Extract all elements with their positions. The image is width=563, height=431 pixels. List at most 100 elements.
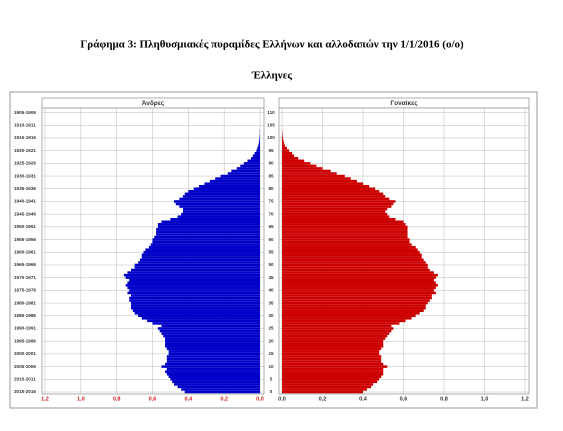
bar	[282, 304, 426, 307]
bar	[177, 385, 260, 389]
y-tick-label: 90	[268, 161, 274, 166]
bar	[199, 184, 260, 188]
y-tick-label: 1940-1941	[14, 199, 36, 204]
y-tick-label: 1930-1931	[14, 173, 36, 178]
bar	[282, 157, 299, 160]
chart-subtitle: Έλληνες	[251, 70, 292, 82]
bar	[143, 251, 260, 254]
bar	[282, 332, 390, 335]
bar	[282, 228, 408, 231]
bar	[175, 202, 260, 206]
bar	[282, 212, 388, 216]
bar	[282, 385, 372, 389]
bar	[282, 144, 286, 147]
bar	[282, 179, 357, 183]
bar	[127, 291, 261, 295]
bar	[157, 225, 260, 229]
y-tick-label: 2010-2011	[14, 377, 36, 382]
bar	[165, 342, 260, 345]
bar	[163, 334, 260, 338]
bar	[138, 314, 260, 318]
bar	[161, 332, 260, 335]
bar	[282, 370, 384, 373]
bar	[282, 225, 408, 229]
bar	[282, 230, 408, 234]
bar	[282, 286, 436, 290]
bar	[282, 190, 380, 193]
bar	[134, 311, 260, 315]
panel-title: Γυναίκες	[390, 100, 418, 107]
bar	[282, 281, 436, 285]
bar	[152, 240, 260, 244]
y-tick-label: 2000-2001	[14, 351, 36, 356]
bar	[240, 164, 260, 168]
bar	[282, 322, 400, 325]
y-tick-label: 1915-1916	[14, 135, 36, 140]
panel-title: Άνδρες	[142, 100, 165, 107]
bar	[282, 210, 386, 213]
bar	[282, 235, 408, 239]
bar	[184, 192, 260, 196]
y-tick-label: 2005-2006	[14, 364, 36, 369]
bar	[282, 154, 295, 157]
bar	[139, 258, 260, 262]
y-tick-label: 35	[268, 300, 274, 305]
y-tick-label: 1945-1946	[14, 211, 36, 216]
bar	[282, 263, 428, 267]
y-tick-label: 1935-1936	[14, 186, 36, 191]
bar	[182, 207, 260, 211]
bar	[282, 266, 428, 269]
y-tick-label: 2015-2016	[14, 389, 36, 394]
bar	[131, 294, 260, 297]
bar	[282, 233, 408, 236]
bar	[258, 141, 260, 145]
bar	[145, 248, 260, 251]
bar	[174, 200, 260, 203]
bar	[166, 355, 260, 358]
y-tick-label: 1965-1966	[14, 262, 36, 267]
y-tick-label: 1910-1911	[14, 122, 36, 127]
bar	[282, 271, 434, 274]
bar	[147, 319, 260, 323]
bar	[282, 139, 284, 142]
bar	[282, 268, 430, 272]
bar	[282, 355, 382, 358]
bar	[282, 327, 394, 330]
bar	[282, 151, 293, 155]
bar	[282, 276, 436, 279]
bar	[282, 319, 406, 323]
y-tick-label: 80	[268, 186, 274, 191]
bar	[282, 317, 412, 320]
y-tick-label: 110	[267, 110, 275, 115]
bar	[282, 347, 382, 351]
bar	[282, 342, 384, 345]
bar	[282, 261, 426, 264]
y-tick-label: 1925-1926	[14, 161, 36, 166]
bar	[181, 388, 260, 391]
bar	[282, 251, 420, 254]
bar	[282, 311, 420, 315]
chart-title: Γράφημα 3: Πληθυσμιακές πυραμίδες Ελλήνω…	[80, 39, 464, 51]
y-tick-label: 10	[268, 364, 274, 369]
bar	[166, 347, 260, 351]
bar	[129, 278, 260, 282]
bar	[127, 271, 261, 274]
bar	[282, 378, 380, 381]
bar	[282, 164, 317, 168]
bar	[179, 197, 260, 201]
bar	[282, 192, 384, 196]
x-tick-label: 0,2	[220, 396, 228, 402]
y-tick-label: 1995-1996	[14, 338, 36, 343]
x-tick-label: 0,4	[359, 396, 368, 402]
bar	[166, 357, 260, 361]
bar	[134, 263, 260, 267]
bar	[150, 243, 260, 246]
bar	[141, 256, 260, 259]
x-tick-label: 0,6	[149, 396, 157, 402]
bar	[282, 243, 412, 246]
bar	[168, 375, 260, 379]
bar	[168, 352, 260, 356]
y-tick-label: 25	[268, 326, 274, 331]
y-tick-label: 1950-1951	[14, 224, 36, 229]
